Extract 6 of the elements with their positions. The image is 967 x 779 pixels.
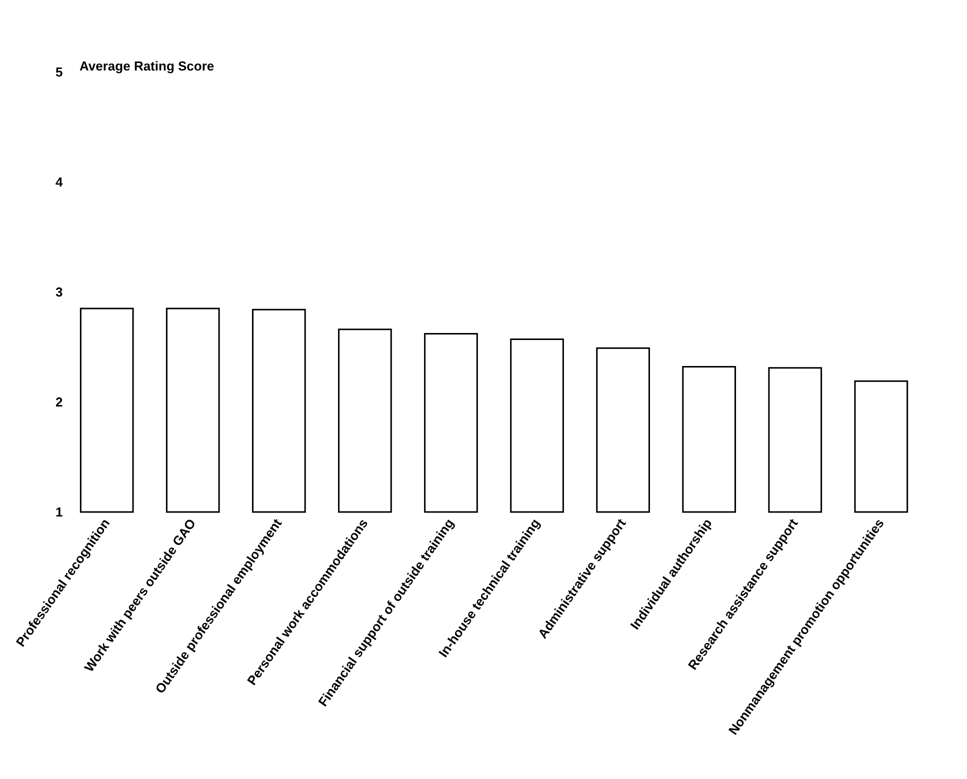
y-tick-label: 4 <box>56 174 64 190</box>
y-tick-label: 3 <box>56 284 63 300</box>
y-axis-title: Average Rating Score <box>80 58 214 74</box>
y-tick-label: 1 <box>56 504 63 520</box>
y-tick-label: 5 <box>56 64 63 80</box>
y-tick-label: 2 <box>56 394 63 410</box>
